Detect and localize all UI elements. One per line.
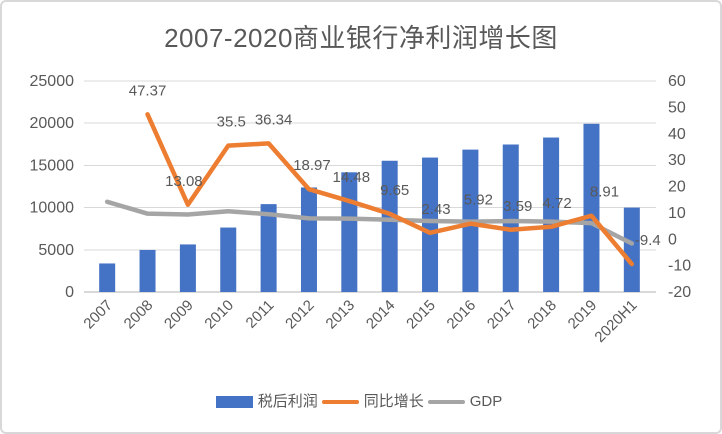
growth-data-label-2012: 18.97 (293, 157, 331, 174)
x-axis-label-2019: 2019 (565, 297, 601, 333)
legend-swatch-gdp-line (427, 400, 465, 404)
growth-line (145, 112, 635, 267)
left-axis-tick-label: 5000 (38, 242, 74, 259)
left-axis-tick-label: 10000 (30, 200, 75, 217)
left-axis-tick-label: 20000 (30, 115, 75, 132)
bar-2009 (179, 244, 196, 292)
x-axis-label-2017: 2017 (484, 297, 520, 333)
right-axis-tick-label: 10 (668, 205, 686, 222)
left-axis-tick-label: 0 (65, 284, 74, 301)
bar-2012 (300, 187, 317, 292)
bar-2018 (543, 137, 560, 292)
growth-data-label-2019: 8.91 (590, 184, 619, 201)
bar-2007 (99, 263, 116, 292)
x-axis-label-2016: 2016 (444, 297, 480, 333)
growth-data-label-2008: 47.37 (129, 82, 167, 99)
bar-2020H1 (623, 207, 640, 292)
legend-swatch-profit-bar (215, 396, 253, 408)
bar-2015 (422, 157, 439, 292)
bar-2019 (583, 123, 600, 292)
right-axis-tick-label: 20 (668, 179, 686, 196)
bar-2010 (220, 227, 237, 292)
growth-data-label-2016: 5.92 (464, 192, 493, 209)
bar-2008 (139, 249, 156, 292)
legend: 税后利润 同比增长 GDP (2, 392, 720, 412)
growth-data-label-2018: 4.72 (543, 195, 572, 212)
bar-2017 (502, 144, 519, 292)
right-axis-tick-label: -20 (668, 284, 691, 301)
growth-data-label-2014: 9.65 (380, 182, 409, 199)
right-axis-tick-label: -10 (668, 258, 691, 275)
x-axis-label-2007: 2007 (80, 297, 116, 333)
right-axis-tick-label: 60 (668, 73, 686, 90)
x-axis-label-2014: 2014 (363, 297, 399, 333)
left-axis-tick-label: 15000 (30, 157, 75, 174)
growth-data-label-2017: 3.59 (503, 198, 532, 215)
x-axis-label-2011: 2011 (243, 297, 278, 332)
right-axis-tick-label: 30 (668, 152, 686, 169)
x-axis-label-2020H1: 2020H1 (591, 297, 640, 346)
growth-data-label-2009: 13.08 (165, 173, 203, 190)
gdp-line (104, 199, 635, 246)
x-axis-label-2008: 2008 (121, 297, 157, 333)
bar-2011 (260, 204, 277, 292)
bar-2014 (381, 160, 398, 292)
right-axis-tick-label: 0 (668, 231, 677, 248)
right-axis-tick-label: 50 (668, 99, 686, 116)
legend-swatch-growth-line (321, 400, 359, 404)
x-axis-label-2015: 2015 (403, 297, 439, 333)
legend-label-gdp: GDP (469, 393, 503, 410)
growth-data-label-2015: 2.43 (421, 201, 450, 218)
x-axis-label-2013: 2013 (323, 297, 359, 333)
left-axis-tick-label: 25000 (30, 73, 75, 90)
right-axis-tick-label: 40 (668, 126, 686, 143)
legend-label-profit: 税后利润 (257, 393, 318, 410)
growth-data-label-2020H1: -9.4 (635, 232, 661, 249)
x-axis-label-2009: 2009 (161, 297, 197, 333)
growth-data-label-2010: 35.5 (217, 114, 246, 131)
x-axis-label-2018: 2018 (524, 297, 560, 333)
legend-label-growth: 同比增长 (363, 393, 424, 410)
x-axis-label-2010: 2010 (201, 297, 237, 333)
growth-data-label-2011: 36.34 (255, 111, 293, 128)
x-axis-label-2012: 2012 (282, 297, 318, 333)
growth-data-label-2013: 14.48 (333, 169, 371, 186)
bar-2013 (341, 172, 358, 292)
chart-title: 2007-2020商业银行净利润增长图 (164, 23, 558, 53)
